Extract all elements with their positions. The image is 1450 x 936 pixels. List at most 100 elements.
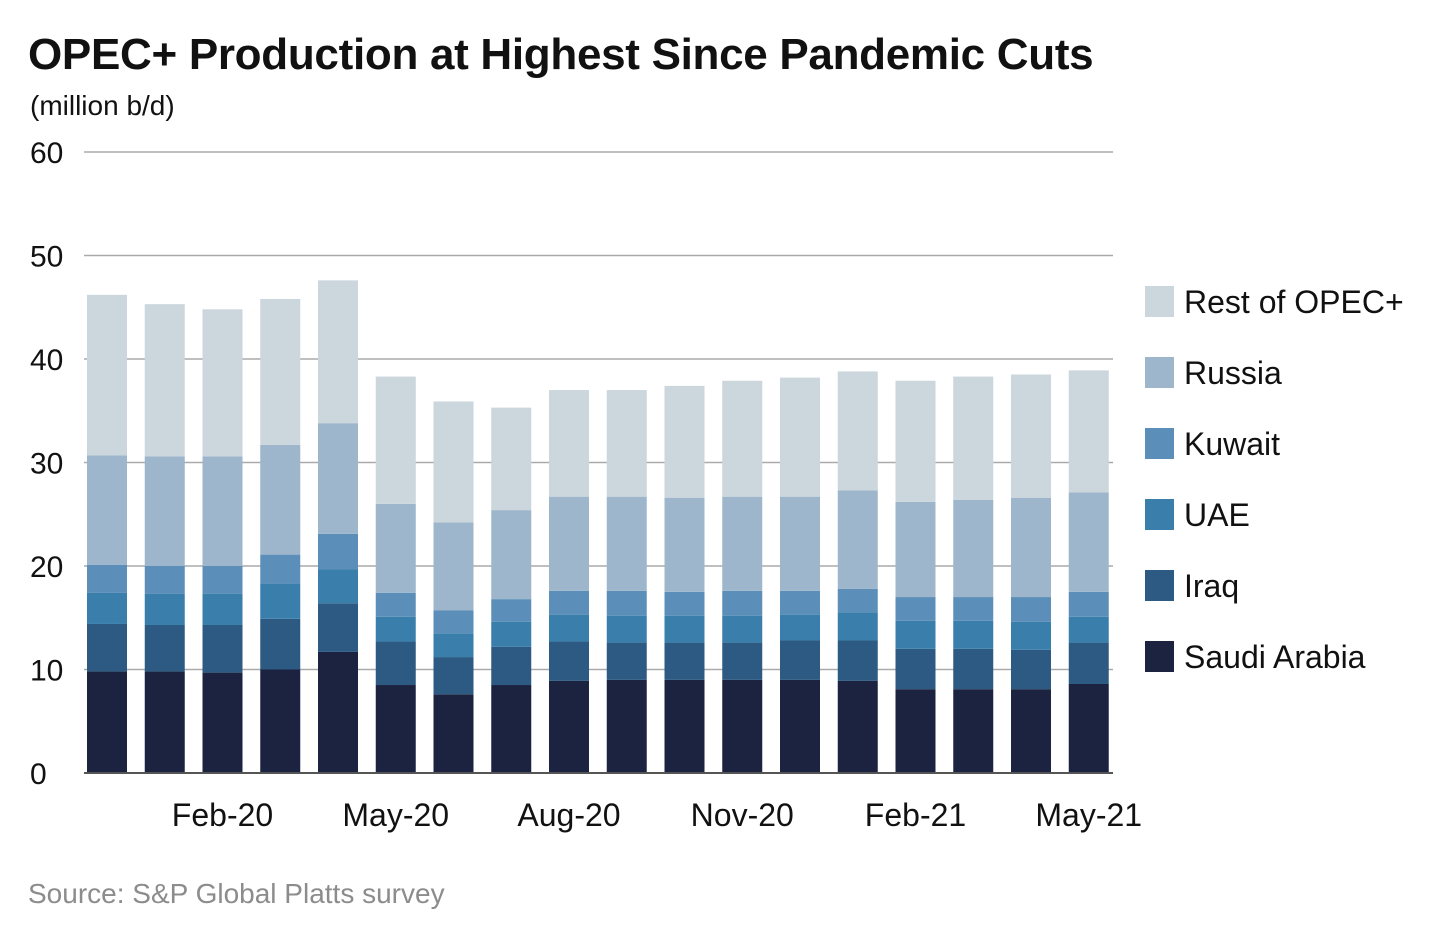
bar-segment-uae xyxy=(549,614,589,642)
y-tick-label: 10 xyxy=(30,655,63,688)
bar-segment-russia xyxy=(953,499,994,598)
gridlines xyxy=(84,151,1113,671)
x-tick-label: Nov-20 xyxy=(691,797,794,833)
bar-segment-uae xyxy=(375,616,416,642)
bar-segment-kuwait xyxy=(1011,597,1051,622)
bar-segment-iraq xyxy=(953,648,994,690)
bar-segment-rest-of-opec- xyxy=(664,385,705,498)
y-tick-label: 40 xyxy=(30,344,63,377)
bar-segment-iraq xyxy=(1068,642,1109,684)
bar-segment-rest-of-opec- xyxy=(318,280,358,424)
bar-segment-iraq xyxy=(606,642,647,680)
bar-segment-rest-of-opec- xyxy=(780,377,820,497)
y-tick-label: 20 xyxy=(30,551,63,584)
axes: 0 10 20 30 40 50 60 Feb-20 May-20 Aug-20 Nov-20 Feb… xyxy=(30,137,1142,833)
bar-segment-kuwait xyxy=(260,554,301,584)
bar-segment-kuwait xyxy=(780,590,820,615)
bar-segment-uae xyxy=(87,592,127,624)
bar-segment-kuwait xyxy=(1068,591,1109,617)
bar-segment-uae xyxy=(953,620,994,649)
bar-segment-saudi-arabia xyxy=(1011,689,1051,773)
legend-swatch xyxy=(1145,499,1174,530)
bar-segment-kuwait xyxy=(491,599,532,622)
legend-label: Saudi Arabia xyxy=(1184,639,1366,675)
bar-segment-saudi-arabia xyxy=(549,680,589,773)
bar-segment-rest-of-opec- xyxy=(260,298,301,445)
bar-segment-rest-of-opec- xyxy=(606,390,647,497)
legend-label: UAE xyxy=(1184,497,1250,533)
bar-segment-uae xyxy=(433,633,474,658)
bar-segment-iraq xyxy=(780,640,820,680)
x-tick-label: Feb-21 xyxy=(865,797,966,833)
bar-segment-russia xyxy=(606,496,647,591)
bar-segment-rest-of-opec- xyxy=(722,380,763,497)
bar-segment-uae xyxy=(895,620,936,649)
bar-segment-iraq xyxy=(202,624,243,673)
bar-segment-uae xyxy=(491,621,532,647)
bar-segment-kuwait xyxy=(953,597,994,621)
bar-segment-saudi-arabia xyxy=(260,669,301,773)
bar-segment-uae xyxy=(606,615,647,643)
bar-segment-uae xyxy=(664,615,705,643)
bar-segment-iraq xyxy=(318,603,358,652)
bar-segment-saudi-arabia xyxy=(375,685,416,773)
bar-segment-saudi-arabia xyxy=(144,671,185,773)
bar-segment-iraq xyxy=(722,642,763,680)
bar-segment-rest-of-opec- xyxy=(144,304,185,457)
legend-swatch xyxy=(1145,286,1174,317)
bar-segment-russia xyxy=(722,496,763,591)
bar-segment-kuwait xyxy=(606,590,647,616)
bar-segment-rest-of-opec- xyxy=(87,294,127,456)
bar-segment-kuwait xyxy=(433,610,474,634)
bar-segment-russia xyxy=(664,497,705,592)
bar-segment-russia xyxy=(491,510,532,600)
bar-segment-uae xyxy=(202,593,243,625)
bar-segment-russia xyxy=(837,490,878,589)
bar-segment-rest-of-opec- xyxy=(375,376,416,504)
bar-segment-iraq xyxy=(549,641,589,681)
bar-segment-kuwait xyxy=(664,591,705,616)
bar-segment-russia xyxy=(260,444,301,555)
bar-segment-saudi-arabia xyxy=(87,671,127,773)
bar-segment-iraq xyxy=(144,624,185,672)
bar-segment-uae xyxy=(1011,621,1051,650)
y-tick-label: 0 xyxy=(30,758,47,791)
bar-segment-saudi-arabia xyxy=(722,679,763,773)
bar-segment-saudi-arabia xyxy=(1068,683,1109,773)
chart-subtitle: (million b/d) xyxy=(30,90,175,121)
bar-segment-iraq xyxy=(375,641,416,686)
x-tick-label: May-20 xyxy=(342,797,449,833)
bar-segment-russia xyxy=(780,496,820,591)
bar-segment-russia xyxy=(1068,492,1109,592)
bar-segment-russia xyxy=(433,522,474,611)
legend-swatch xyxy=(1145,570,1174,601)
x-tick-label: Feb-20 xyxy=(172,797,273,833)
bar-segment-russia xyxy=(549,496,589,591)
bar-segment-uae xyxy=(722,615,763,643)
y-tick-label: 30 xyxy=(30,448,63,481)
bar-segment-saudi-arabia xyxy=(953,689,994,773)
bar-segment-uae xyxy=(780,614,820,641)
bar-segment-saudi-arabia xyxy=(318,651,358,773)
bar-segment-iraq xyxy=(491,646,532,686)
legend-swatch xyxy=(1145,641,1174,672)
bar-segment-uae xyxy=(260,583,301,619)
legend: Rest of OPEC+ Russia Kuwait UAE Iraq Saudi Ar… xyxy=(1145,284,1404,675)
legend-label: Kuwait xyxy=(1184,426,1280,462)
bar-segment-kuwait xyxy=(549,590,589,615)
bar-segment-rest-of-opec- xyxy=(433,401,474,523)
bar-segment-saudi-arabia xyxy=(664,679,705,773)
bar-segment-saudi-arabia xyxy=(433,694,474,773)
bar-segment-kuwait xyxy=(722,590,763,616)
legend-label: Iraq xyxy=(1184,568,1239,604)
bar-segment-kuwait xyxy=(837,588,878,613)
bar-segment-saudi-arabia xyxy=(780,679,820,773)
bar-segment-russia xyxy=(144,456,185,566)
legend-swatch xyxy=(1145,428,1174,459)
bar-segment-russia xyxy=(1011,497,1051,598)
source-note: Source: S&P Global Platts survey xyxy=(28,878,445,909)
bar-segment-iraq xyxy=(1011,649,1051,690)
bar-segment-rest-of-opec- xyxy=(953,376,994,500)
bar-segment-rest-of-opec- xyxy=(837,371,878,491)
